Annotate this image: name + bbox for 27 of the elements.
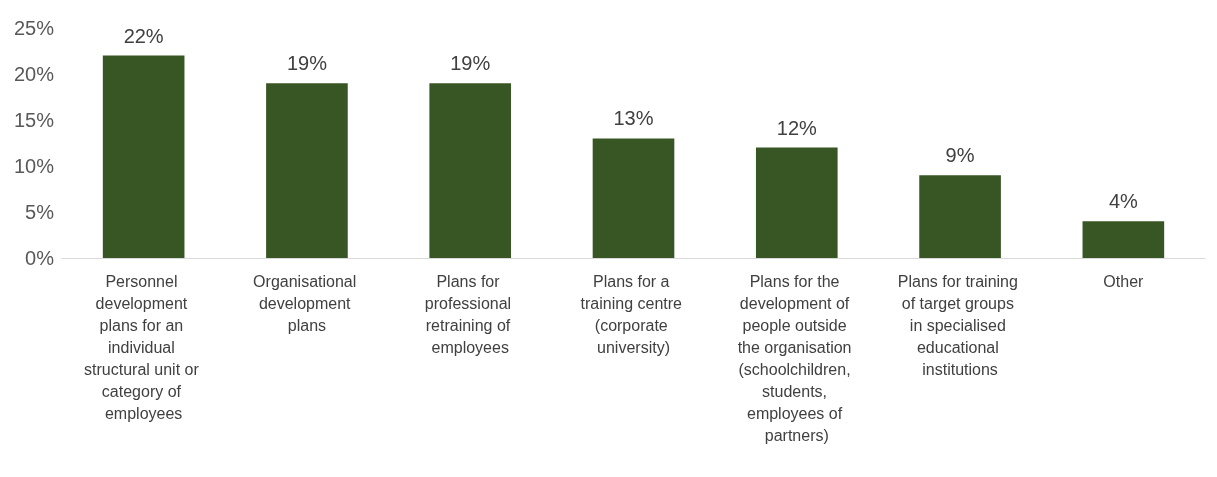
bar <box>429 83 512 258</box>
x-tick-label: Plans for professional retraining of employees <box>424 272 516 356</box>
data-label: 19% <box>450 52 491 75</box>
y-tick-label: 10% <box>13 155 55 177</box>
data-label: 22% <box>123 24 164 47</box>
x-tick-label: Plans for the development of people outside the organisation (schoolchildren, students, employees of partners) <box>737 272 856 444</box>
data-label: 4% <box>1108 190 1139 213</box>
x-tick-label: Other <box>1103 272 1145 290</box>
data-label: 13% <box>613 107 654 130</box>
bar <box>919 175 1001 258</box>
bar <box>266 83 348 258</box>
y-tick-label: 0% <box>25 247 55 269</box>
data-label: 12% <box>776 116 818 139</box>
x-tick-label: Personnel development plans for an individual structural unit or category of employees <box>84 272 204 422</box>
bar <box>592 138 675 258</box>
data-label: 9% <box>945 144 975 167</box>
y-tick-label: 20% <box>13 63 55 85</box>
y-tick-label: 25% <box>13 17 55 39</box>
x-tick-label: Organisational development plans <box>253 272 361 334</box>
x-tick-label: Plans for a training centre (corporate university) <box>580 272 687 356</box>
bar <box>1082 221 1165 258</box>
data-label: 19% <box>286 52 328 75</box>
bar <box>755 147 838 258</box>
y-tick-label: 15% <box>13 109 55 131</box>
x-tick-label: Plans for training of target groups in specialised educational institutions <box>897 272 1023 378</box>
bar <box>102 55 185 258</box>
y-tick-label: 5% <box>25 201 55 223</box>
